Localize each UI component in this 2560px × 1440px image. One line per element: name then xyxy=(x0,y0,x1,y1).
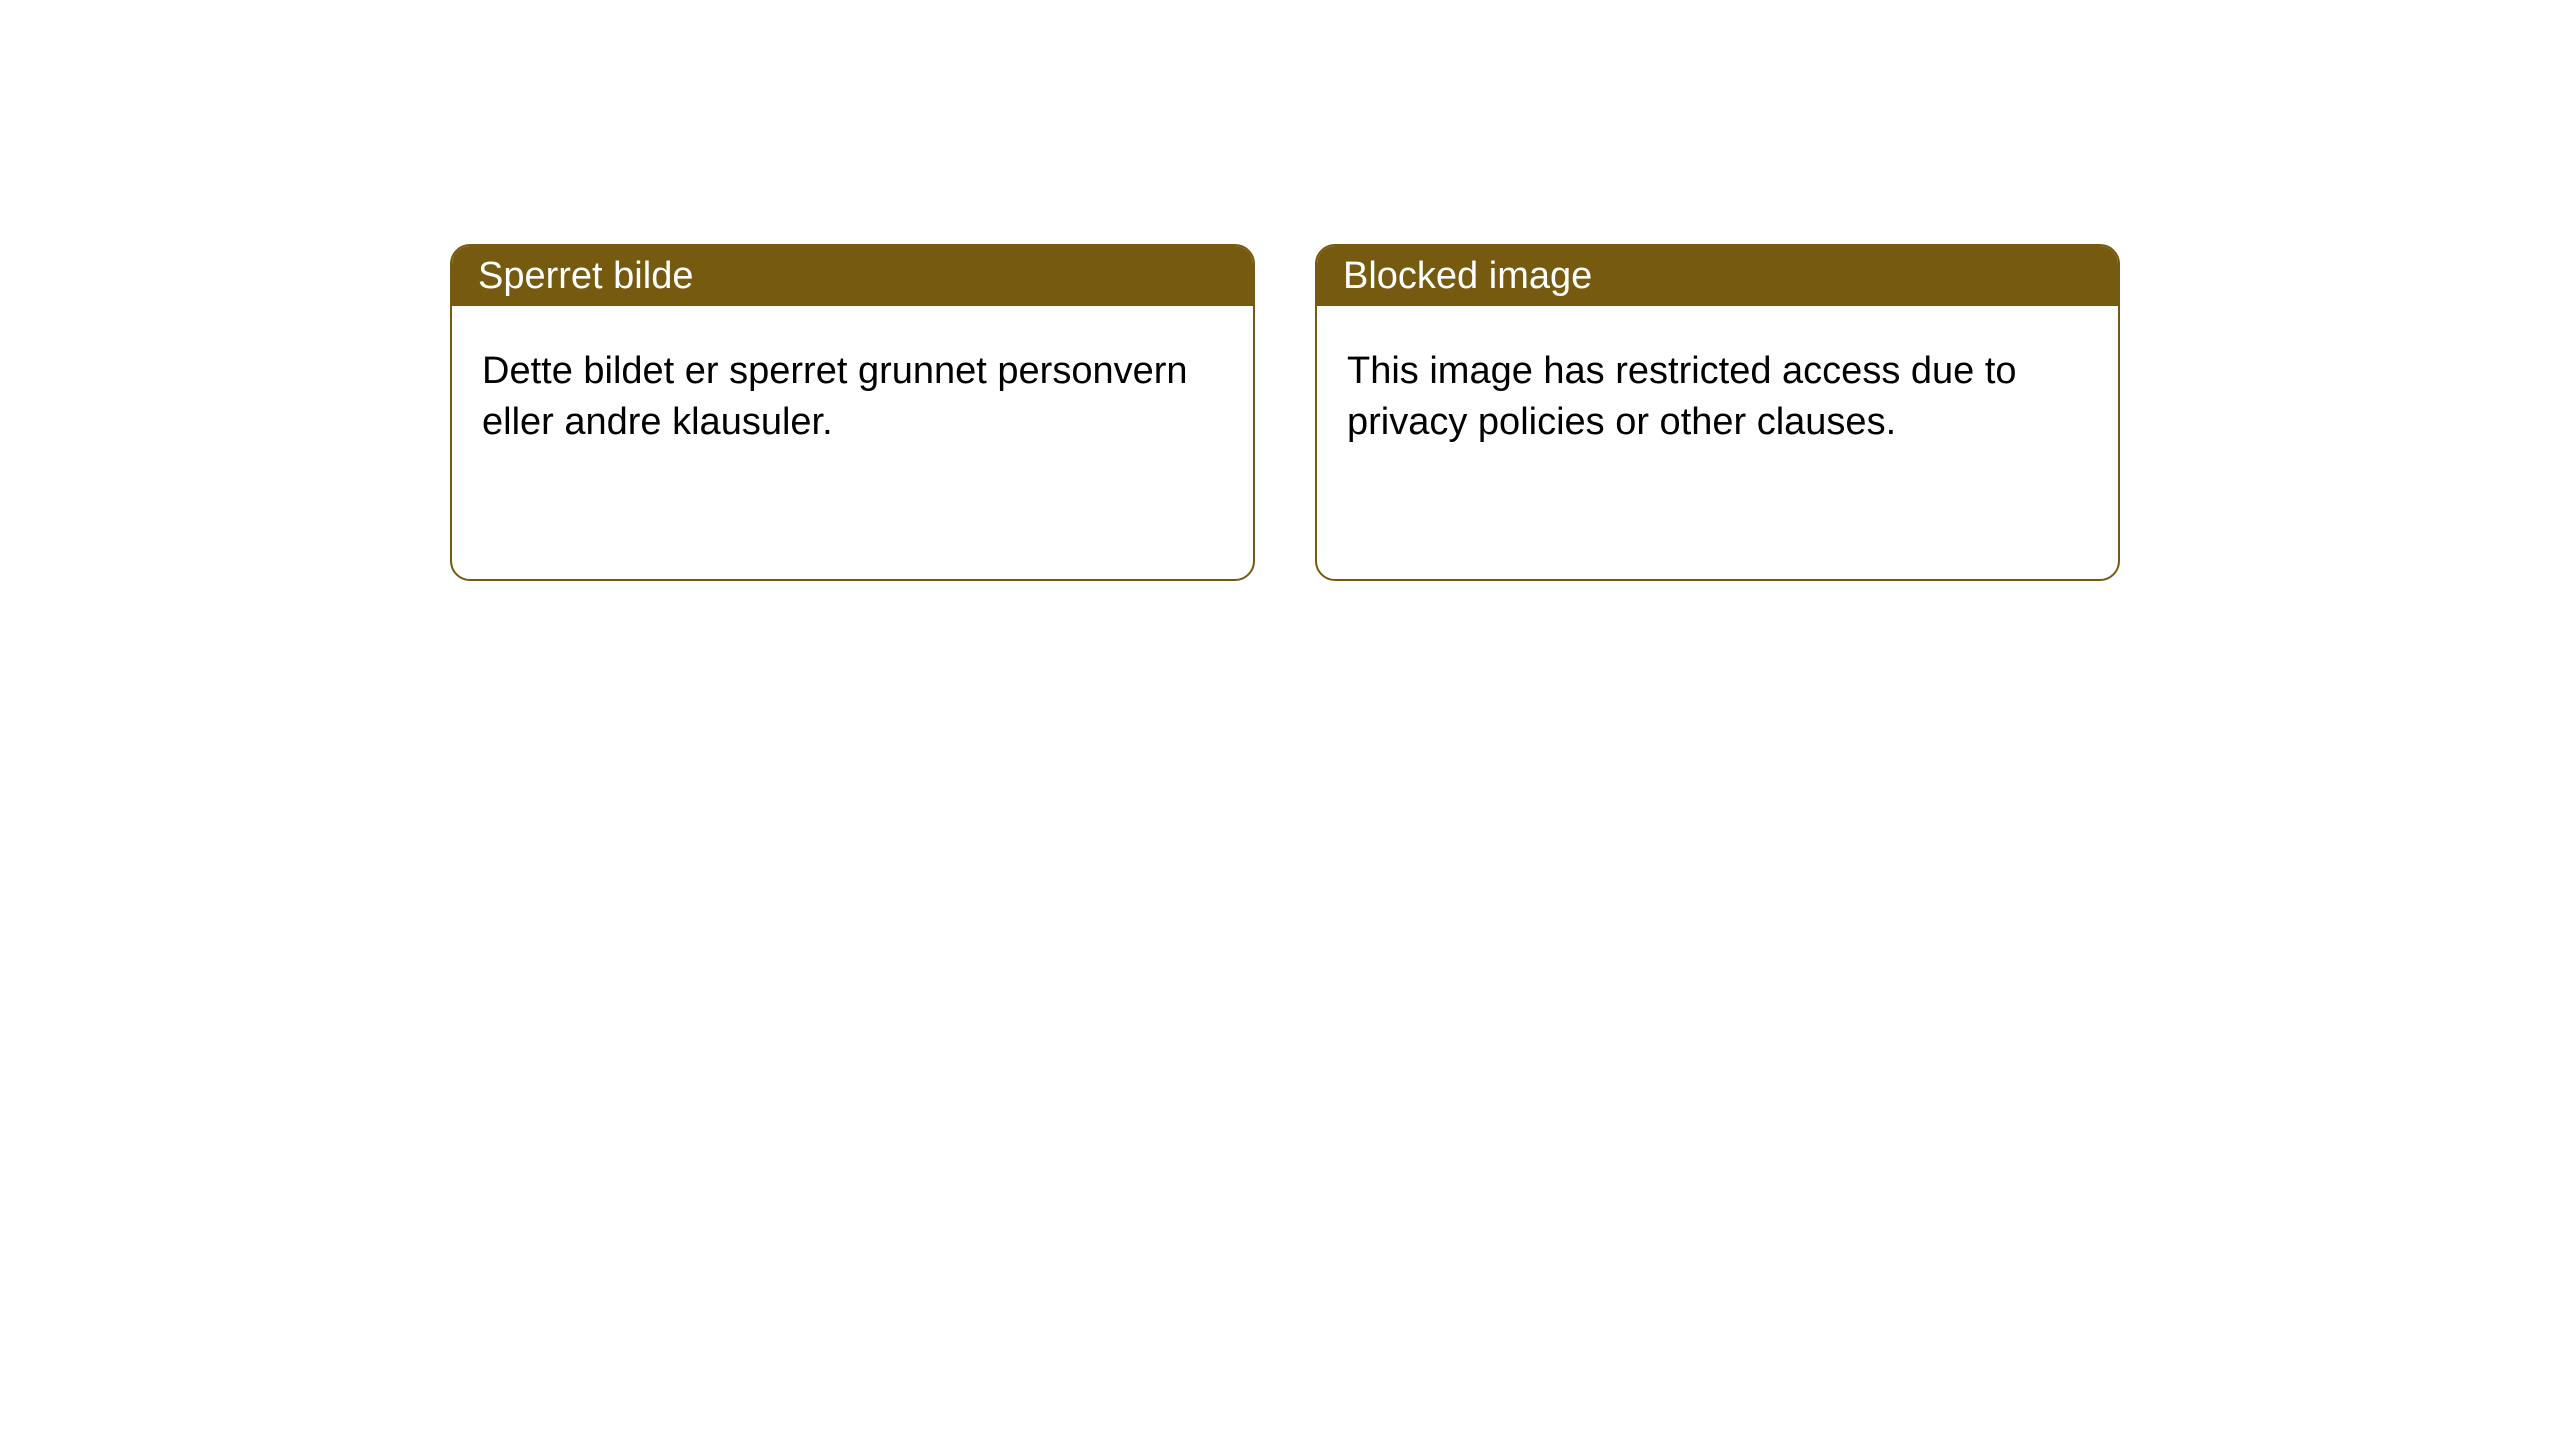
card-container: Sperret bilde Dette bildet er sperret gr… xyxy=(0,0,2560,581)
card-title-en: Blocked image xyxy=(1343,255,1592,298)
card-message-en: This image has restricted access due to … xyxy=(1347,350,2017,443)
card-body-no: Dette bildet er sperret grunnet personve… xyxy=(452,306,1253,489)
card-header-no: Sperret bilde xyxy=(452,246,1253,306)
card-header-en: Blocked image xyxy=(1317,246,2118,306)
card-body-en: This image has restricted access due to … xyxy=(1317,306,2118,489)
blocked-image-card-no: Sperret bilde Dette bildet er sperret gr… xyxy=(450,244,1255,581)
card-message-no: Dette bildet er sperret grunnet personve… xyxy=(482,350,1188,443)
card-title-no: Sperret bilde xyxy=(478,255,693,298)
blocked-image-card-en: Blocked image This image has restricted … xyxy=(1315,244,2120,581)
